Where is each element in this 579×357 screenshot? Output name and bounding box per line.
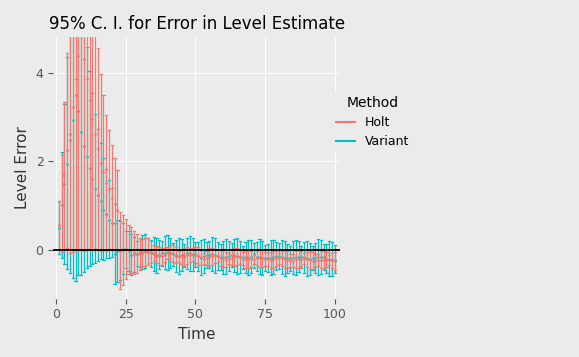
- X-axis label: Time: Time: [178, 327, 215, 342]
- Y-axis label: Level Error: Level Error: [15, 127, 30, 210]
- Title: 95% C. I. for Error in Level Estimate: 95% C. I. for Error in Level Estimate: [49, 15, 345, 33]
- Legend: Holt, Variant: Holt, Variant: [331, 91, 415, 153]
